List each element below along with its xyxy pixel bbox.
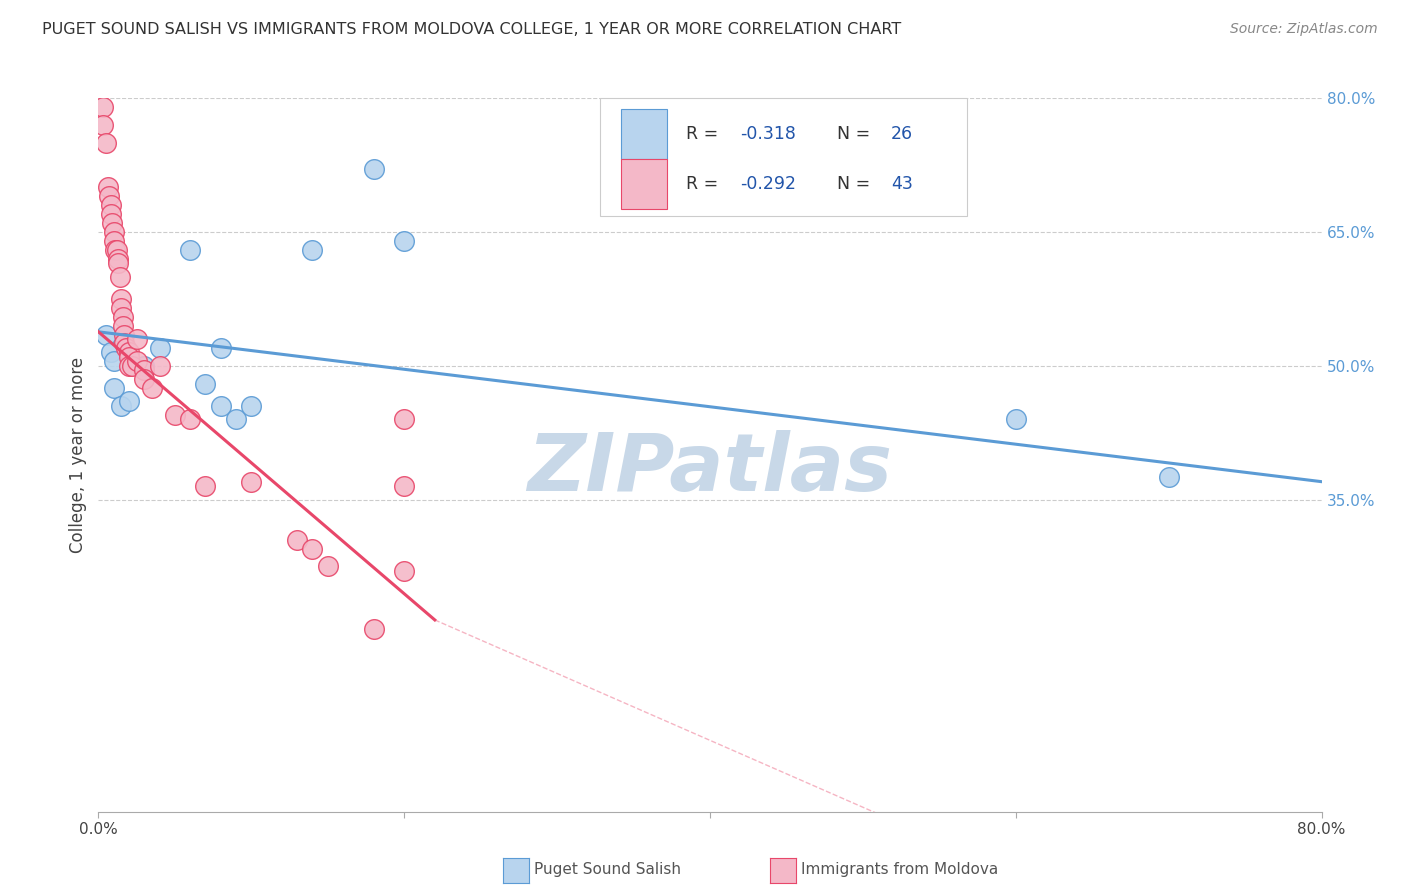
Point: [301, 541, 323, 556]
Point: [94, 136, 117, 150]
Point: [100, 207, 122, 221]
Text: N =: N =: [827, 175, 876, 193]
Point: [91, 118, 114, 132]
Point: [110, 292, 132, 306]
Point: [1157, 470, 1180, 484]
Point: [118, 350, 141, 364]
Point: [94, 327, 117, 342]
Point: [392, 479, 416, 493]
Text: ZIPatlas: ZIPatlas: [527, 430, 893, 508]
Point: [149, 359, 172, 373]
Point: [111, 310, 134, 324]
Point: [110, 301, 132, 315]
Point: [115, 341, 138, 355]
Point: [179, 412, 201, 426]
Point: [301, 243, 323, 257]
Point: [101, 216, 124, 230]
Point: [104, 243, 127, 257]
Point: [112, 327, 135, 342]
FancyBboxPatch shape: [620, 159, 668, 209]
Text: Immigrants from Moldova: Immigrants from Moldova: [801, 863, 998, 877]
Point: [134, 363, 156, 377]
Point: [209, 341, 232, 355]
Point: [111, 318, 134, 333]
Point: [134, 372, 156, 386]
Point: [179, 243, 201, 257]
Point: [107, 256, 129, 270]
Point: [1004, 412, 1026, 426]
Point: [225, 412, 247, 426]
Point: [163, 408, 186, 422]
Text: Source: ZipAtlas.com: Source: ZipAtlas.com: [1230, 22, 1378, 37]
Point: [112, 336, 135, 351]
Point: [100, 198, 122, 212]
Point: [194, 376, 217, 391]
Point: [125, 354, 148, 368]
Point: [363, 622, 385, 636]
Text: 43: 43: [891, 175, 912, 193]
Text: R =: R =: [686, 175, 723, 193]
Point: [98, 189, 121, 203]
Point: [141, 381, 163, 395]
Y-axis label: College, 1 year or more: College, 1 year or more: [69, 357, 87, 553]
Text: 26: 26: [891, 125, 912, 143]
Point: [392, 412, 416, 426]
Point: [105, 243, 128, 257]
Point: [118, 359, 141, 373]
Point: [103, 234, 125, 248]
Text: -0.318: -0.318: [741, 125, 796, 143]
Point: [363, 162, 385, 177]
Point: [91, 100, 114, 114]
Point: [194, 479, 217, 493]
Point: [392, 234, 416, 248]
Point: [240, 475, 263, 489]
FancyBboxPatch shape: [600, 98, 967, 216]
Text: -0.292: -0.292: [741, 175, 797, 193]
Point: [107, 252, 129, 266]
Point: [100, 345, 122, 359]
Point: [125, 332, 148, 346]
Point: [316, 559, 339, 574]
Point: [110, 399, 132, 413]
Text: Puget Sound Salish: Puget Sound Salish: [534, 863, 682, 877]
Point: [209, 399, 232, 413]
Point: [392, 564, 416, 578]
Point: [134, 359, 156, 373]
Point: [103, 354, 125, 368]
Point: [97, 180, 120, 194]
Text: PUGET SOUND SALISH VS IMMIGRANTS FROM MOLDOVA COLLEGE, 1 YEAR OR MORE CORRELATIO: PUGET SOUND SALISH VS IMMIGRANTS FROM MO…: [42, 22, 901, 37]
Point: [240, 399, 263, 413]
Point: [118, 345, 141, 359]
Point: [103, 225, 125, 239]
FancyBboxPatch shape: [620, 109, 668, 159]
Point: [121, 359, 143, 373]
Point: [108, 269, 131, 284]
Point: [285, 533, 308, 547]
Point: [149, 341, 172, 355]
Point: [103, 381, 125, 395]
Text: N =: N =: [827, 125, 876, 143]
Text: R =: R =: [686, 125, 723, 143]
Point: [118, 394, 141, 409]
